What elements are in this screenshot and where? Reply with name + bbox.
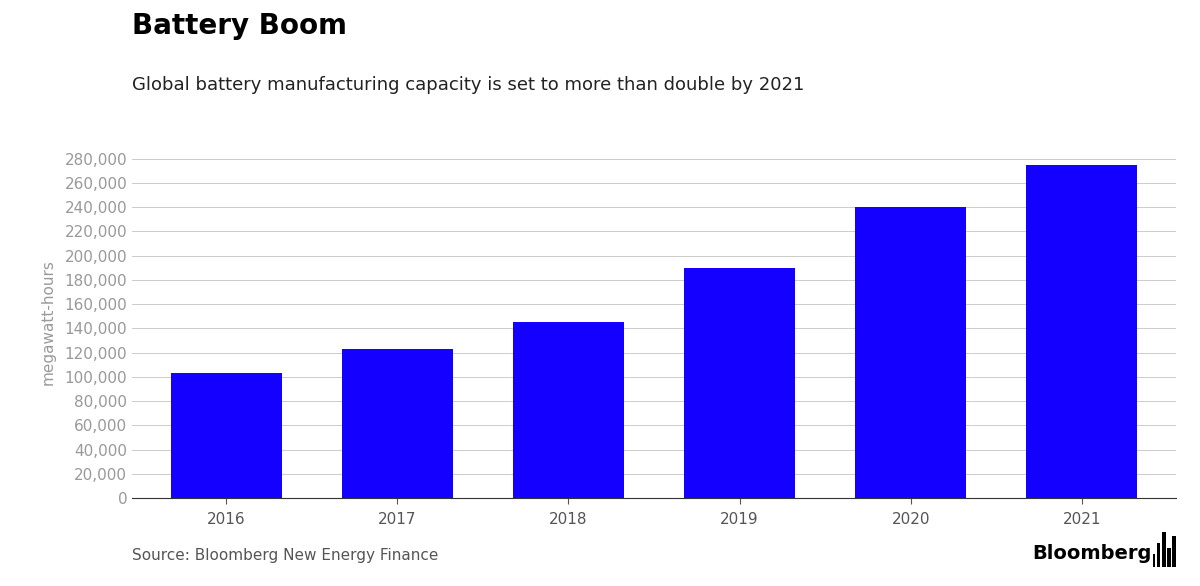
Bar xyxy=(1151,554,1156,567)
Bar xyxy=(1026,165,1138,498)
Text: Global battery manufacturing capacity is set to more than double by 2021: Global battery manufacturing capacity is… xyxy=(132,76,804,94)
Text: Source: Bloomberg New Energy Finance: Source: Bloomberg New Energy Finance xyxy=(132,547,438,563)
Y-axis label: megawatt-hours: megawatt-hours xyxy=(41,260,56,385)
Text: Bloomberg: Bloomberg xyxy=(1033,544,1152,563)
Bar xyxy=(170,373,282,498)
Bar xyxy=(684,268,796,498)
Bar xyxy=(1162,532,1165,567)
Bar xyxy=(1168,548,1171,567)
Bar xyxy=(512,322,624,498)
Text: Battery Boom: Battery Boom xyxy=(132,12,347,40)
Bar xyxy=(1157,543,1160,567)
Bar xyxy=(1172,537,1176,567)
Bar xyxy=(342,349,452,498)
Bar xyxy=(856,207,966,498)
